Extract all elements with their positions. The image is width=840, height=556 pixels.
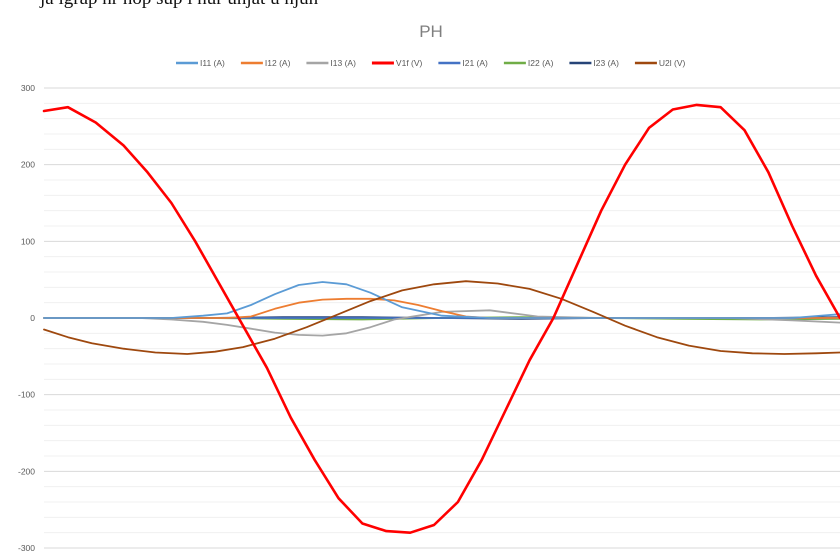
- legend: I11 (A) I12 (A) I13 (A) V1f (V) I21 (A) I22 (…: [176, 58, 686, 68]
- y-tick-label: -300: [18, 543, 35, 553]
- legend-item: U2l (V): [634, 58, 686, 68]
- chart-title: PH: [419, 22, 443, 41]
- legend-item: V1f (V): [371, 58, 423, 68]
- series-line: [43, 281, 840, 319]
- y-axis: 300 200 100 0 -100 -200 -300: [18, 83, 35, 553]
- legend-item: I13 (A): [306, 58, 356, 68]
- y-tick-label: 100: [21, 236, 35, 246]
- legend-label: I21 (A): [462, 58, 488, 68]
- legend-label: U2l (V): [659, 58, 686, 68]
- legend-item: I23 (A): [569, 58, 619, 68]
- legend-label: I23 (A): [593, 58, 619, 68]
- legend-item: I21 (A): [438, 58, 488, 68]
- legend-item: I11 (A): [176, 58, 225, 68]
- y-tick-label: 0: [30, 313, 35, 323]
- cropped-caption: ja igrap hr nop sup i nur unjat u njun: [0, 0, 840, 9]
- series-line: [42, 103, 840, 534]
- series-line: [43, 309, 840, 337]
- y-tick-label: 300: [21, 83, 35, 93]
- legend-item: I22 (A): [503, 58, 554, 68]
- gridlines: [44, 87, 840, 549]
- y-tick-label: -200: [18, 466, 35, 476]
- legend-item: I12 (A): [240, 58, 291, 68]
- legend-label: I13 (A): [330, 58, 356, 68]
- legend-label: V1f (V): [396, 58, 423, 68]
- y-tick-label: 200: [21, 160, 35, 170]
- series-line: [43, 280, 840, 355]
- legend-label: I11 (A): [200, 58, 225, 68]
- series-lines: [42, 103, 840, 534]
- y-tick-label: -100: [18, 390, 35, 400]
- legend-label: I12 (A): [265, 58, 291, 68]
- legend-label: I22 (A): [528, 58, 554, 68]
